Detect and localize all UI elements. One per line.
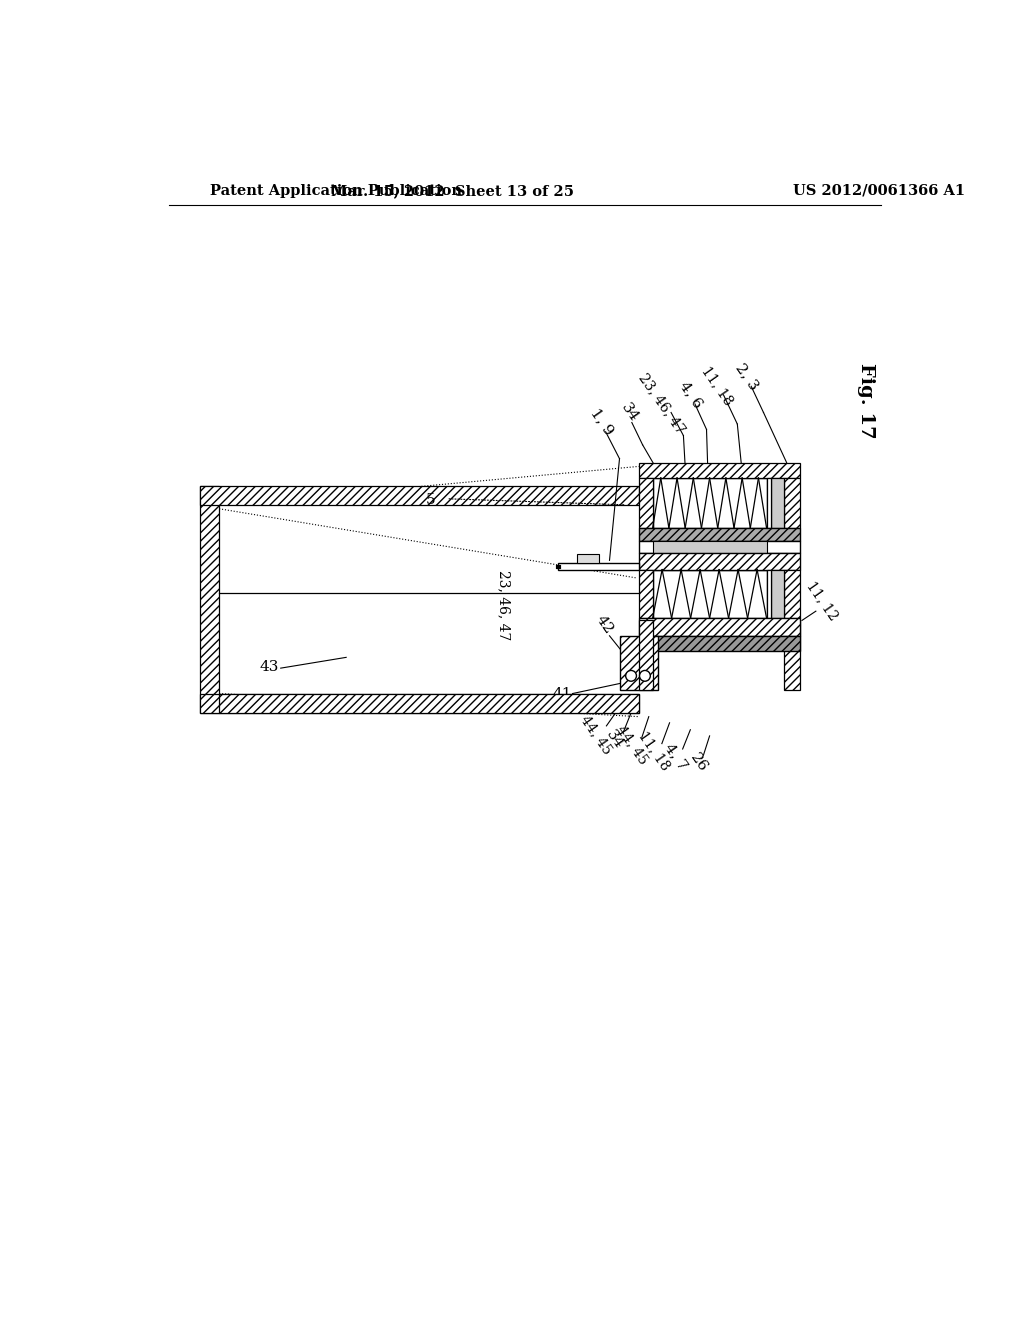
Text: Fig. 17: Fig. 17 bbox=[857, 363, 874, 438]
Bar bbox=[639, 478, 652, 528]
Bar bbox=[639, 620, 652, 689]
Text: Patent Application Publication: Patent Application Publication bbox=[210, 183, 462, 198]
Text: 1, 9: 1, 9 bbox=[588, 405, 615, 438]
Text: 43: 43 bbox=[259, 660, 279, 673]
Bar bbox=[639, 462, 801, 478]
Bar bbox=[767, 478, 771, 528]
Bar bbox=[771, 478, 783, 528]
Text: 4, 6: 4, 6 bbox=[677, 379, 706, 411]
Bar bbox=[639, 541, 801, 553]
Bar bbox=[783, 478, 801, 528]
Text: 41: 41 bbox=[552, 686, 571, 701]
Bar bbox=[558, 564, 639, 570]
Text: 11, 12: 11, 12 bbox=[804, 579, 841, 623]
Bar bbox=[639, 570, 652, 618]
Bar bbox=[783, 570, 801, 618]
Text: 11, 18: 11, 18 bbox=[636, 729, 673, 774]
Text: 44, 45: 44, 45 bbox=[578, 713, 614, 756]
Bar bbox=[578, 554, 599, 564]
Text: US 2012/0061366 A1: US 2012/0061366 A1 bbox=[793, 183, 965, 198]
Text: 4, 7: 4, 7 bbox=[662, 741, 690, 772]
Bar bbox=[652, 541, 767, 553]
Text: 2, 3: 2, 3 bbox=[732, 362, 761, 393]
Text: 5: 5 bbox=[426, 492, 435, 507]
Text: 26: 26 bbox=[687, 751, 711, 775]
Text: 23, 46, 47: 23, 46, 47 bbox=[497, 570, 511, 640]
Bar bbox=[652, 570, 767, 618]
Bar bbox=[200, 486, 639, 506]
Bar bbox=[200, 486, 219, 713]
Bar bbox=[620, 636, 658, 689]
Bar bbox=[200, 693, 639, 713]
Text: 11, 18: 11, 18 bbox=[699, 363, 735, 408]
Text: 23, 46, 47: 23, 46, 47 bbox=[636, 371, 688, 436]
Text: 42: 42 bbox=[593, 612, 615, 636]
Bar bbox=[639, 636, 801, 651]
Bar bbox=[639, 618, 801, 636]
Bar bbox=[639, 553, 801, 570]
Circle shape bbox=[626, 671, 637, 681]
Text: 34: 34 bbox=[603, 727, 627, 751]
Text: 44, 45: 44, 45 bbox=[614, 723, 651, 767]
Bar bbox=[652, 478, 767, 528]
Bar bbox=[767, 570, 771, 618]
Bar bbox=[219, 693, 639, 713]
Bar bbox=[639, 528, 801, 541]
Circle shape bbox=[640, 671, 650, 681]
Text: Mar. 15, 2012  Sheet 13 of 25: Mar. 15, 2012 Sheet 13 of 25 bbox=[331, 183, 573, 198]
Bar bbox=[771, 570, 783, 618]
Text: 34: 34 bbox=[618, 400, 641, 425]
Bar bbox=[783, 620, 801, 689]
